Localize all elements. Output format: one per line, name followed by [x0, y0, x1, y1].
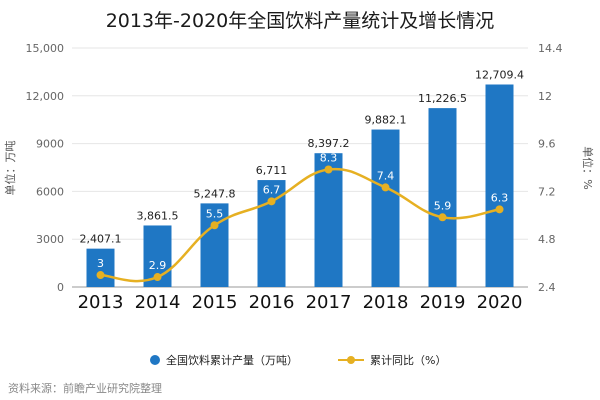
x-tick-label: 2013 [78, 292, 124, 313]
y-left-tick-label: 15,000 [26, 42, 65, 55]
y-right-tick-label: 7.2 [538, 185, 556, 198]
bar-value-label: 9,882.1 [365, 114, 407, 127]
source-note: 资料来源：前瞻产业研究院整理 [8, 382, 162, 395]
growth-point [96, 271, 105, 280]
chart-title: 2013年-2020年全国饮料产量统计及增长情况 [105, 10, 495, 32]
x-tick-label: 2019 [420, 292, 466, 313]
y-right-tick-label: 9.6 [538, 138, 556, 151]
x-tick-label: 2017 [306, 292, 352, 313]
bar [428, 108, 457, 287]
growth-point [381, 183, 390, 192]
growth-value-label: 5.5 [206, 207, 224, 220]
growth-point [210, 221, 219, 230]
bar [86, 248, 115, 287]
bar-value-label: 2,407.1 [80, 233, 122, 246]
x-tick-label: 2020 [477, 292, 523, 313]
x-tick-label: 2014 [135, 292, 181, 313]
legend: 全国饮料累计产量（万吨） 累计同比（%） [150, 352, 550, 368]
x-tick-label: 2015 [192, 292, 238, 313]
growth-value-label: 2.9 [149, 259, 167, 272]
legend-label-growth: 累计同比（%） [370, 354, 447, 367]
y-right-axis-title: 单位：% [581, 146, 595, 189]
y-right-tick-label: 12 [538, 90, 552, 103]
label-layer: 2,407.1 3,861.5 5,247.8 6,711 8,397.2 9,882.1… [80, 68, 524, 272]
grid-layer [72, 47, 528, 288]
growth-value-label: 8.3 [320, 151, 338, 164]
y-left-tick-label: 3000 [36, 233, 64, 246]
bar [314, 153, 343, 287]
growth-point [324, 165, 333, 174]
bar-value-label: 8,397.2 [308, 137, 350, 150]
bar [371, 129, 400, 287]
growth-point [438, 213, 447, 222]
bar-value-label: 3,861.5 [137, 209, 179, 222]
bar-value-label: 5,247.8 [194, 187, 236, 200]
y-left-tick-label: 0 [57, 281, 64, 294]
growth-point [153, 273, 162, 282]
bar-value-label: 6,711 [256, 164, 288, 177]
growth-point [495, 205, 504, 214]
bar-value-label: 11,226.5 [418, 92, 467, 105]
bar-layer [86, 84, 514, 288]
growth-value-label: 5.9 [434, 199, 452, 212]
legend-item-production[interactable]: 全国饮料累计产量（万吨） [150, 352, 298, 368]
bar [485, 84, 514, 288]
growth-point [267, 197, 276, 206]
growth-value-label: 7.4 [377, 169, 395, 182]
y-left-axis-title: 单位：万吨 [3, 141, 17, 196]
growth-line [100, 167, 500, 283]
legend-item-growth[interactable]: 累计同比（%） [338, 352, 446, 368]
y-left-tick-label: 9000 [36, 138, 64, 151]
legend-line-swatch [338, 355, 364, 365]
growth-value-label: 6.7 [263, 183, 281, 196]
y-left-tick-label: 12,000 [26, 90, 65, 103]
y-left-tick-label: 6000 [36, 185, 64, 198]
x-tick-label: 2016 [249, 292, 295, 313]
line-layer [96, 165, 504, 283]
legend-bar-swatch [150, 355, 160, 365]
axis-layer: 0 3000 6000 9000 12,000 15,000 2.4 4.8 7.2 9.6 12 1… [3, 42, 595, 313]
y-right-tick-label: 2.4 [538, 281, 556, 294]
growth-value-label: 3 [97, 257, 104, 270]
growth-value-label: 6.3 [491, 191, 509, 204]
y-right-tick-label: 4.8 [538, 233, 556, 246]
bar [200, 203, 229, 287]
legend-label-production: 全国饮料累计产量（万吨） [166, 354, 298, 367]
x-tick-label: 2018 [363, 292, 409, 313]
bar-value-label: 12,709.4 [475, 68, 524, 81]
y-right-tick-label: 14.4 [538, 42, 563, 55]
